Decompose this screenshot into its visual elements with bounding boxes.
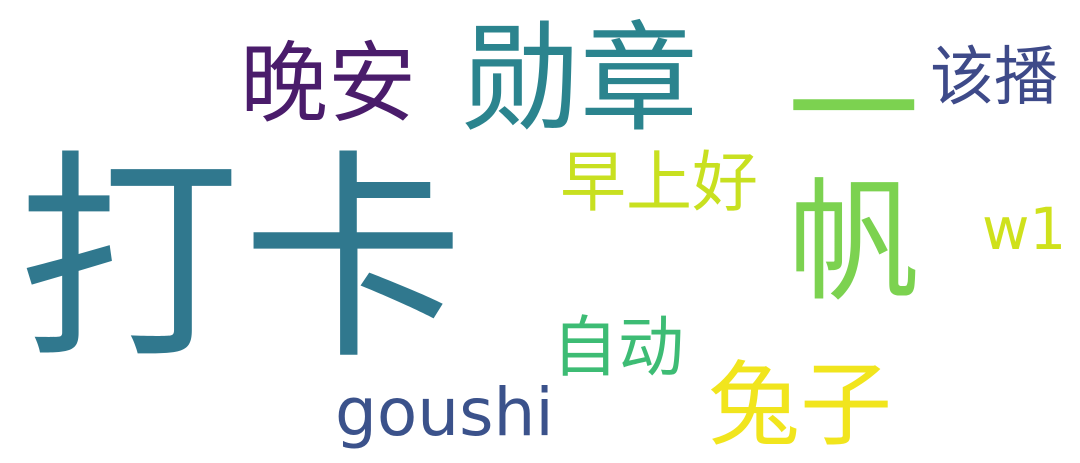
word-xunzhang: 勋章 [462, 10, 699, 148]
word-goushi: goushi [335, 374, 554, 451]
word-wanan: 晚安 [240, 32, 417, 135]
word-zidong: 自动 [552, 309, 684, 386]
word-yibo: 一帆 [765, 40, 919, 304]
word-w1: w1 [982, 195, 1067, 263]
word-zaoshang: 早上好 [560, 144, 758, 221]
word-gaibo: 该播 [930, 41, 1058, 115]
word-daka: 打卡 [18, 132, 466, 390]
word-tuzi: 兔子 [708, 352, 893, 459]
